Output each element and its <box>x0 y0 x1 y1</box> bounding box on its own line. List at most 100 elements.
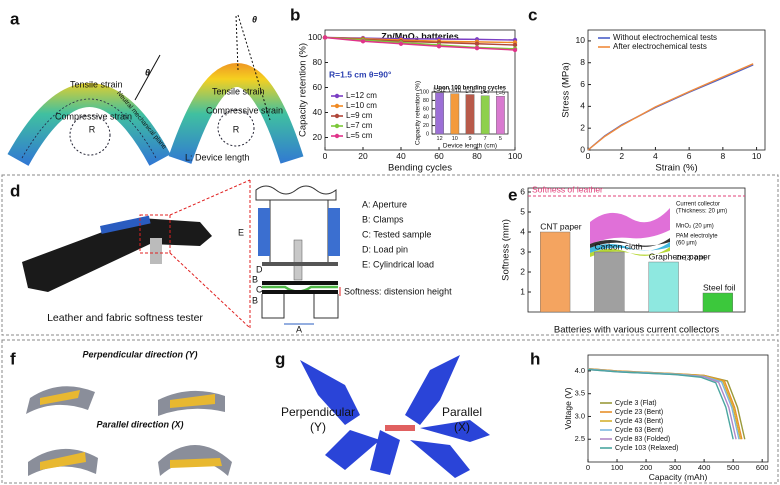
legend-text: D: Load pin <box>362 244 408 254</box>
layer-label: PAM electrolyte <box>676 234 718 240</box>
y-tick-label: 2 <box>520 266 525 276</box>
y-tick-label: 20 <box>313 132 323 142</box>
bent-device <box>7 83 171 166</box>
direction-label: Perpendicular <box>281 405 355 419</box>
angle-label: θ <box>145 67 150 77</box>
layer <box>590 208 670 244</box>
tensile-label: Tensile strain <box>70 79 123 89</box>
schematic-label: B <box>252 274 258 284</box>
row-frame <box>1 339 779 484</box>
y-tick-label: 80 <box>313 57 323 67</box>
y-tick-label: 4.0 <box>575 366 585 375</box>
chart-title: Upon 100 bending cycles <box>434 86 507 92</box>
series-line <box>587 367 746 440</box>
x-tick-label: 8 <box>720 151 725 161</box>
panel-label: e <box>508 185 517 204</box>
schematic-label: C <box>256 284 263 294</box>
y-tick-label: 60 <box>423 106 429 112</box>
series-line <box>587 368 742 440</box>
cut-sheet <box>405 355 490 478</box>
angle-label: θ <box>252 14 257 24</box>
device-display <box>100 215 151 234</box>
zoom-box <box>139 214 171 254</box>
schematic-label: D <box>256 264 263 274</box>
x-axis-label: Strain (%) <box>655 162 697 173</box>
clamp <box>262 290 338 294</box>
y-axis-label: Stress (MPa) <box>560 62 571 117</box>
bar-label: L=5 <box>496 91 505 97</box>
layer <box>590 238 670 248</box>
x-axis-label: Bending cycles <box>388 162 452 173</box>
layer-label: Current collector <box>676 202 720 208</box>
layer <box>590 247 670 257</box>
legend-text: Cycle 103 (Relaxed) <box>615 445 678 452</box>
cylindrical-load <box>328 208 340 256</box>
y-tick-label: 80 <box>423 98 429 104</box>
panel-label: c <box>528 5 537 24</box>
series-line <box>587 368 734 440</box>
y-tick-label: 0 <box>580 144 585 154</box>
x-tick-label: 0 <box>586 463 590 472</box>
zoom-line <box>169 179 251 216</box>
marker <box>512 42 518 48</box>
y-tick-label: 40 <box>313 107 323 117</box>
legend-text: Cycle 3 (Flat) <box>615 400 657 407</box>
bar <box>702 292 733 313</box>
x-tick-label: 0 <box>586 151 591 161</box>
angle-line <box>235 14 239 71</box>
x-tick-label: 5 <box>499 136 502 142</box>
x-tick-label: 300 <box>669 463 682 472</box>
x-tick-label: 100 <box>508 151 522 161</box>
legend-text: E: Cylindrical load <box>362 259 434 269</box>
layer-label: MnO₂ (20 μm) <box>676 224 714 230</box>
bar <box>435 92 444 135</box>
direction-label: Parallel direction (X) <box>96 419 183 429</box>
y-tick-label: 40 <box>423 115 429 121</box>
panel-d: E D B C B A Softness: distension height … <box>22 179 452 334</box>
schematic-top <box>255 185 337 201</box>
x-tick-label: 60 <box>434 151 444 161</box>
legend-text: L=10 cm <box>346 101 377 110</box>
direction-label: (Y) <box>310 420 326 434</box>
panel-a: Tensile strain Compressive strain R θ Ne… <box>7 14 304 166</box>
y-tick-label: 60 <box>313 82 323 92</box>
marker <box>398 41 404 46</box>
x-tick-label: 4 <box>653 151 658 161</box>
legend-text: After electrochemical tests <box>613 42 707 51</box>
bar <box>648 261 679 313</box>
y-axis-label: Capacity retention (%) <box>297 43 308 137</box>
bar <box>540 231 571 313</box>
reference-label: Softness of leather <box>532 184 603 194</box>
series-line <box>587 367 743 440</box>
legend-text: Cycle 23 (Bent) <box>615 409 663 416</box>
series-line <box>324 36 516 50</box>
y-tick-label: 100 <box>308 32 322 42</box>
caption: Leather and fabric softness tester <box>47 312 203 324</box>
x-axis-label: Capacity (mAh) <box>649 472 708 482</box>
tensile-label: Tensile strain <box>212 86 265 96</box>
legend-text: L=7 cm <box>346 121 373 130</box>
x-tick-label: 80 <box>472 151 482 161</box>
y-tick-label: 100 <box>420 89 429 95</box>
legend-text: B: Clamps <box>362 214 404 224</box>
bar <box>465 94 475 135</box>
schematic-label: B <box>252 295 258 305</box>
base <box>261 294 339 319</box>
y-tick-label: 10 <box>576 35 586 45</box>
load-pin <box>293 239 303 281</box>
marker <box>512 47 518 53</box>
x-tick-label: 500 <box>727 463 740 472</box>
legend-text: Cycle 83 (Folded) <box>615 436 670 443</box>
angle-line <box>134 54 161 101</box>
radius-circle <box>217 109 255 147</box>
layer <box>590 242 670 253</box>
x-tick-label: 12 <box>437 136 443 142</box>
x-tick-label: 10 <box>752 151 762 161</box>
x-tick-label: 400 <box>698 463 711 472</box>
category-label: Graphene paper <box>649 251 711 261</box>
x-tick-label: 40 <box>396 151 406 161</box>
y-tick-label: 6 <box>520 186 525 196</box>
panel-g: Perpendicular (Y) Parallel (X) <box>281 355 490 478</box>
y-tick-label: 2 <box>580 122 585 132</box>
